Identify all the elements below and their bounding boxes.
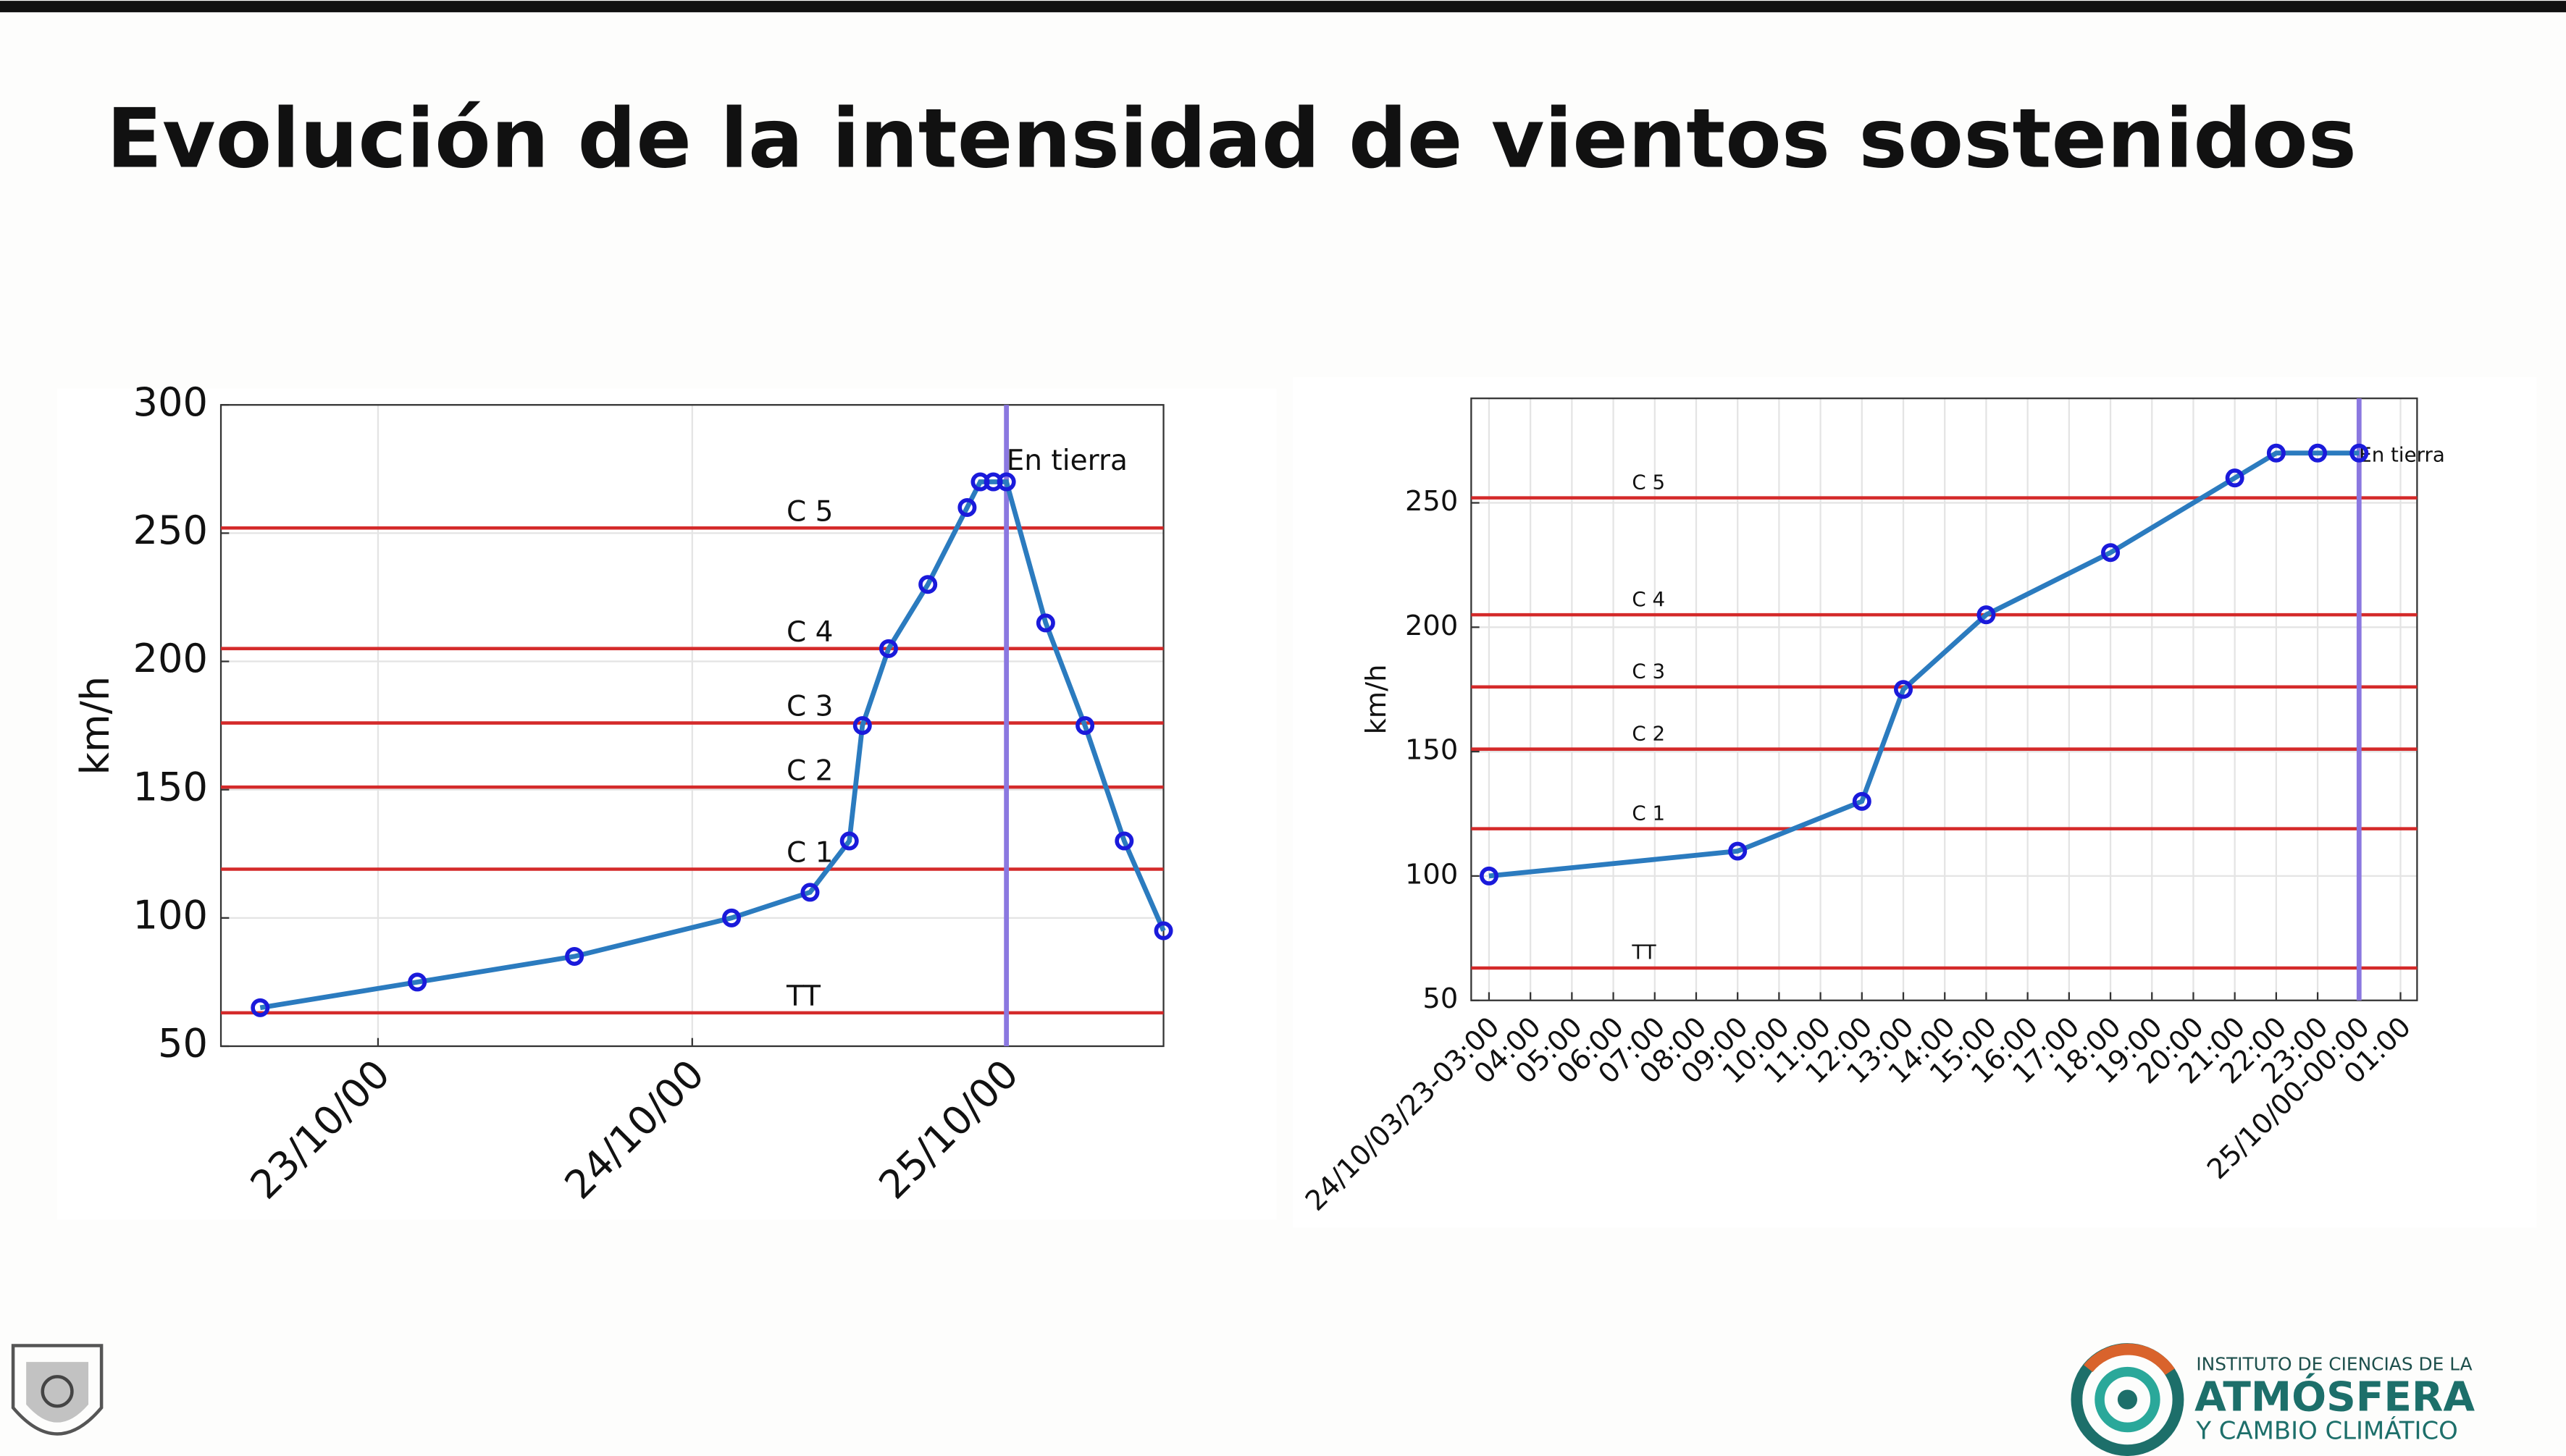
y-tick-label: 50	[158, 1021, 208, 1066]
data-point	[839, 831, 859, 851]
logo-text: ATMÓSFERA	[2194, 1372, 2475, 1421]
y-tick-label: 300	[133, 379, 208, 425]
reference-label: C 1	[787, 837, 834, 870]
data-point	[565, 946, 584, 966]
landfall-label: En tierra	[1007, 445, 1128, 477]
y-tick-label: 100	[1405, 858, 1458, 891]
logo-text: INSTITUTO DE CIENCIAS DE LA	[2196, 1354, 2472, 1375]
y-axis-label: km/h	[1360, 664, 1393, 734]
y-tick-label: 250	[133, 508, 208, 553]
data-point	[918, 575, 938, 594]
data-point	[2101, 543, 2121, 563]
y-tick-label: 250	[1405, 485, 1458, 518]
reference-label: TT	[786, 980, 821, 1013]
data-point	[2349, 443, 2369, 463]
logo-text: Y CAMBIO CLIMÁTICO	[2195, 1416, 2457, 1445]
data-point	[1036, 613, 1055, 633]
reference-label: C 5	[787, 495, 834, 528]
top-bar	[0, 1, 2566, 12]
data-point	[1479, 866, 1498, 885]
data-point	[957, 497, 977, 517]
chart-panel	[1293, 376, 2537, 1228]
icat-logo-mark	[2071, 1343, 2184, 1456]
slide-title: Evolución de la intensidad de vientos so…	[106, 91, 2357, 187]
data-point	[1728, 841, 1748, 861]
reference-label: C 1	[1632, 801, 1665, 825]
landfall-label: En tierra	[2359, 442, 2444, 466]
y-tick-label: 200	[1405, 610, 1458, 642]
reference-label: TT	[1631, 940, 1656, 964]
reference-label: C 5	[1632, 470, 1665, 494]
series-line	[1488, 450, 2360, 879]
data-point	[1154, 921, 1173, 940]
data-point	[2225, 468, 2244, 488]
data-point	[997, 472, 1016, 492]
plot-frame	[1470, 397, 2418, 1001]
unam-crest	[11, 1344, 104, 1436]
data-point	[800, 883, 820, 902]
y-tick-label: 100	[133, 892, 208, 938]
data-point	[2308, 443, 2328, 463]
y-tick-label: 200	[133, 636, 208, 681]
data-point	[2266, 443, 2286, 463]
reference-label: C 2	[1632, 721, 1665, 745]
series-line	[259, 479, 1166, 1011]
data-point	[1894, 680, 1913, 699]
reference-label: C 3	[787, 691, 834, 723]
y-tick-label: 50	[1422, 982, 1458, 1015]
reference-label: C 2	[787, 754, 834, 787]
data-point	[1852, 791, 1871, 811]
data-point	[722, 908, 742, 927]
reference-label: C 3	[1632, 659, 1665, 683]
y-tick-label: 150	[133, 764, 208, 809]
reference-label: C 4	[787, 616, 834, 649]
data-point	[852, 716, 872, 736]
data-point	[1976, 605, 1996, 625]
plot-frame	[219, 404, 1165, 1048]
reference-label: C 4	[1632, 587, 1665, 611]
data-point	[251, 998, 270, 1017]
data-point	[408, 972, 427, 992]
data-point	[1076, 716, 1095, 736]
y-axis-label: km/h	[72, 676, 118, 775]
y-tick-label: 150	[1405, 734, 1458, 767]
data-point	[1115, 831, 1134, 851]
data-point	[879, 639, 898, 658]
